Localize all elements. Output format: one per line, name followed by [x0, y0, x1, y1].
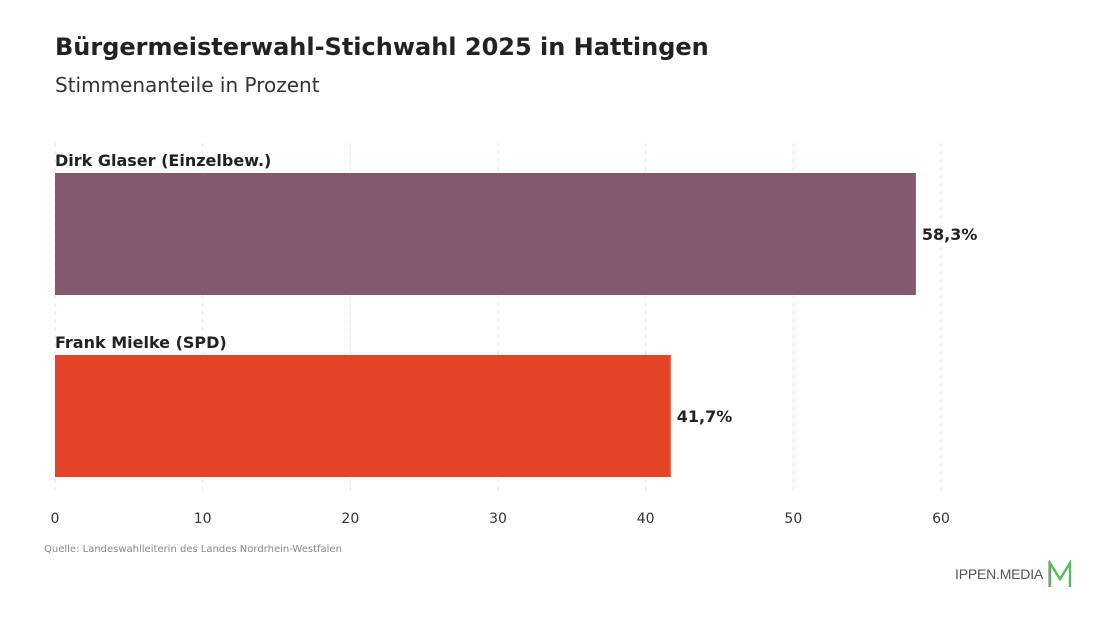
x-axis-ticks: 0 10 20 30 40 50 60	[51, 511, 950, 527]
value-labels: 58,3% 41,7%	[677, 225, 978, 426]
publisher-logo: IPPEN.MEDIA	[955, 560, 1072, 588]
category-labels: Dirk Glaser (Einzelbew.) Frank Mielke (SP…	[55, 151, 271, 352]
bar	[55, 355, 671, 477]
x-tick-label: 10	[194, 511, 212, 527]
chart-title: Bürgermeisterwahl-Stichwahl 2025 in Hatt…	[55, 33, 709, 61]
x-tick-label: 50	[784, 511, 802, 527]
bars	[55, 173, 916, 477]
value-label: 41,7%	[677, 407, 733, 426]
source-note: Quelle: Landeswahlleiterin des Landes No…	[44, 544, 342, 555]
logo-text: IPPEN.MEDIA	[955, 566, 1044, 582]
chart-subtitle: Stimmenanteile in Prozent	[55, 73, 320, 97]
x-tick-label: 20	[341, 511, 359, 527]
x-tick-label: 60	[932, 511, 950, 527]
value-label: 58,3%	[922, 225, 978, 244]
category-label: Frank Mielke (SPD)	[55, 333, 227, 352]
category-label: Dirk Glaser (Einzelbew.)	[55, 151, 271, 170]
logo-m-icon	[1048, 560, 1072, 587]
x-tick-label: 30	[489, 511, 507, 527]
x-tick-label: 40	[637, 511, 655, 527]
x-tick-label: 0	[51, 511, 60, 527]
bar	[55, 173, 916, 295]
